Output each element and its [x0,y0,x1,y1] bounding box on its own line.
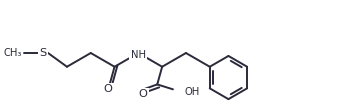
Text: CH₃: CH₃ [3,48,22,58]
Text: O: O [103,84,112,94]
Text: NH: NH [131,50,146,60]
Text: O: O [138,89,147,99]
Text: S: S [40,48,47,58]
Text: OH: OH [185,87,200,97]
